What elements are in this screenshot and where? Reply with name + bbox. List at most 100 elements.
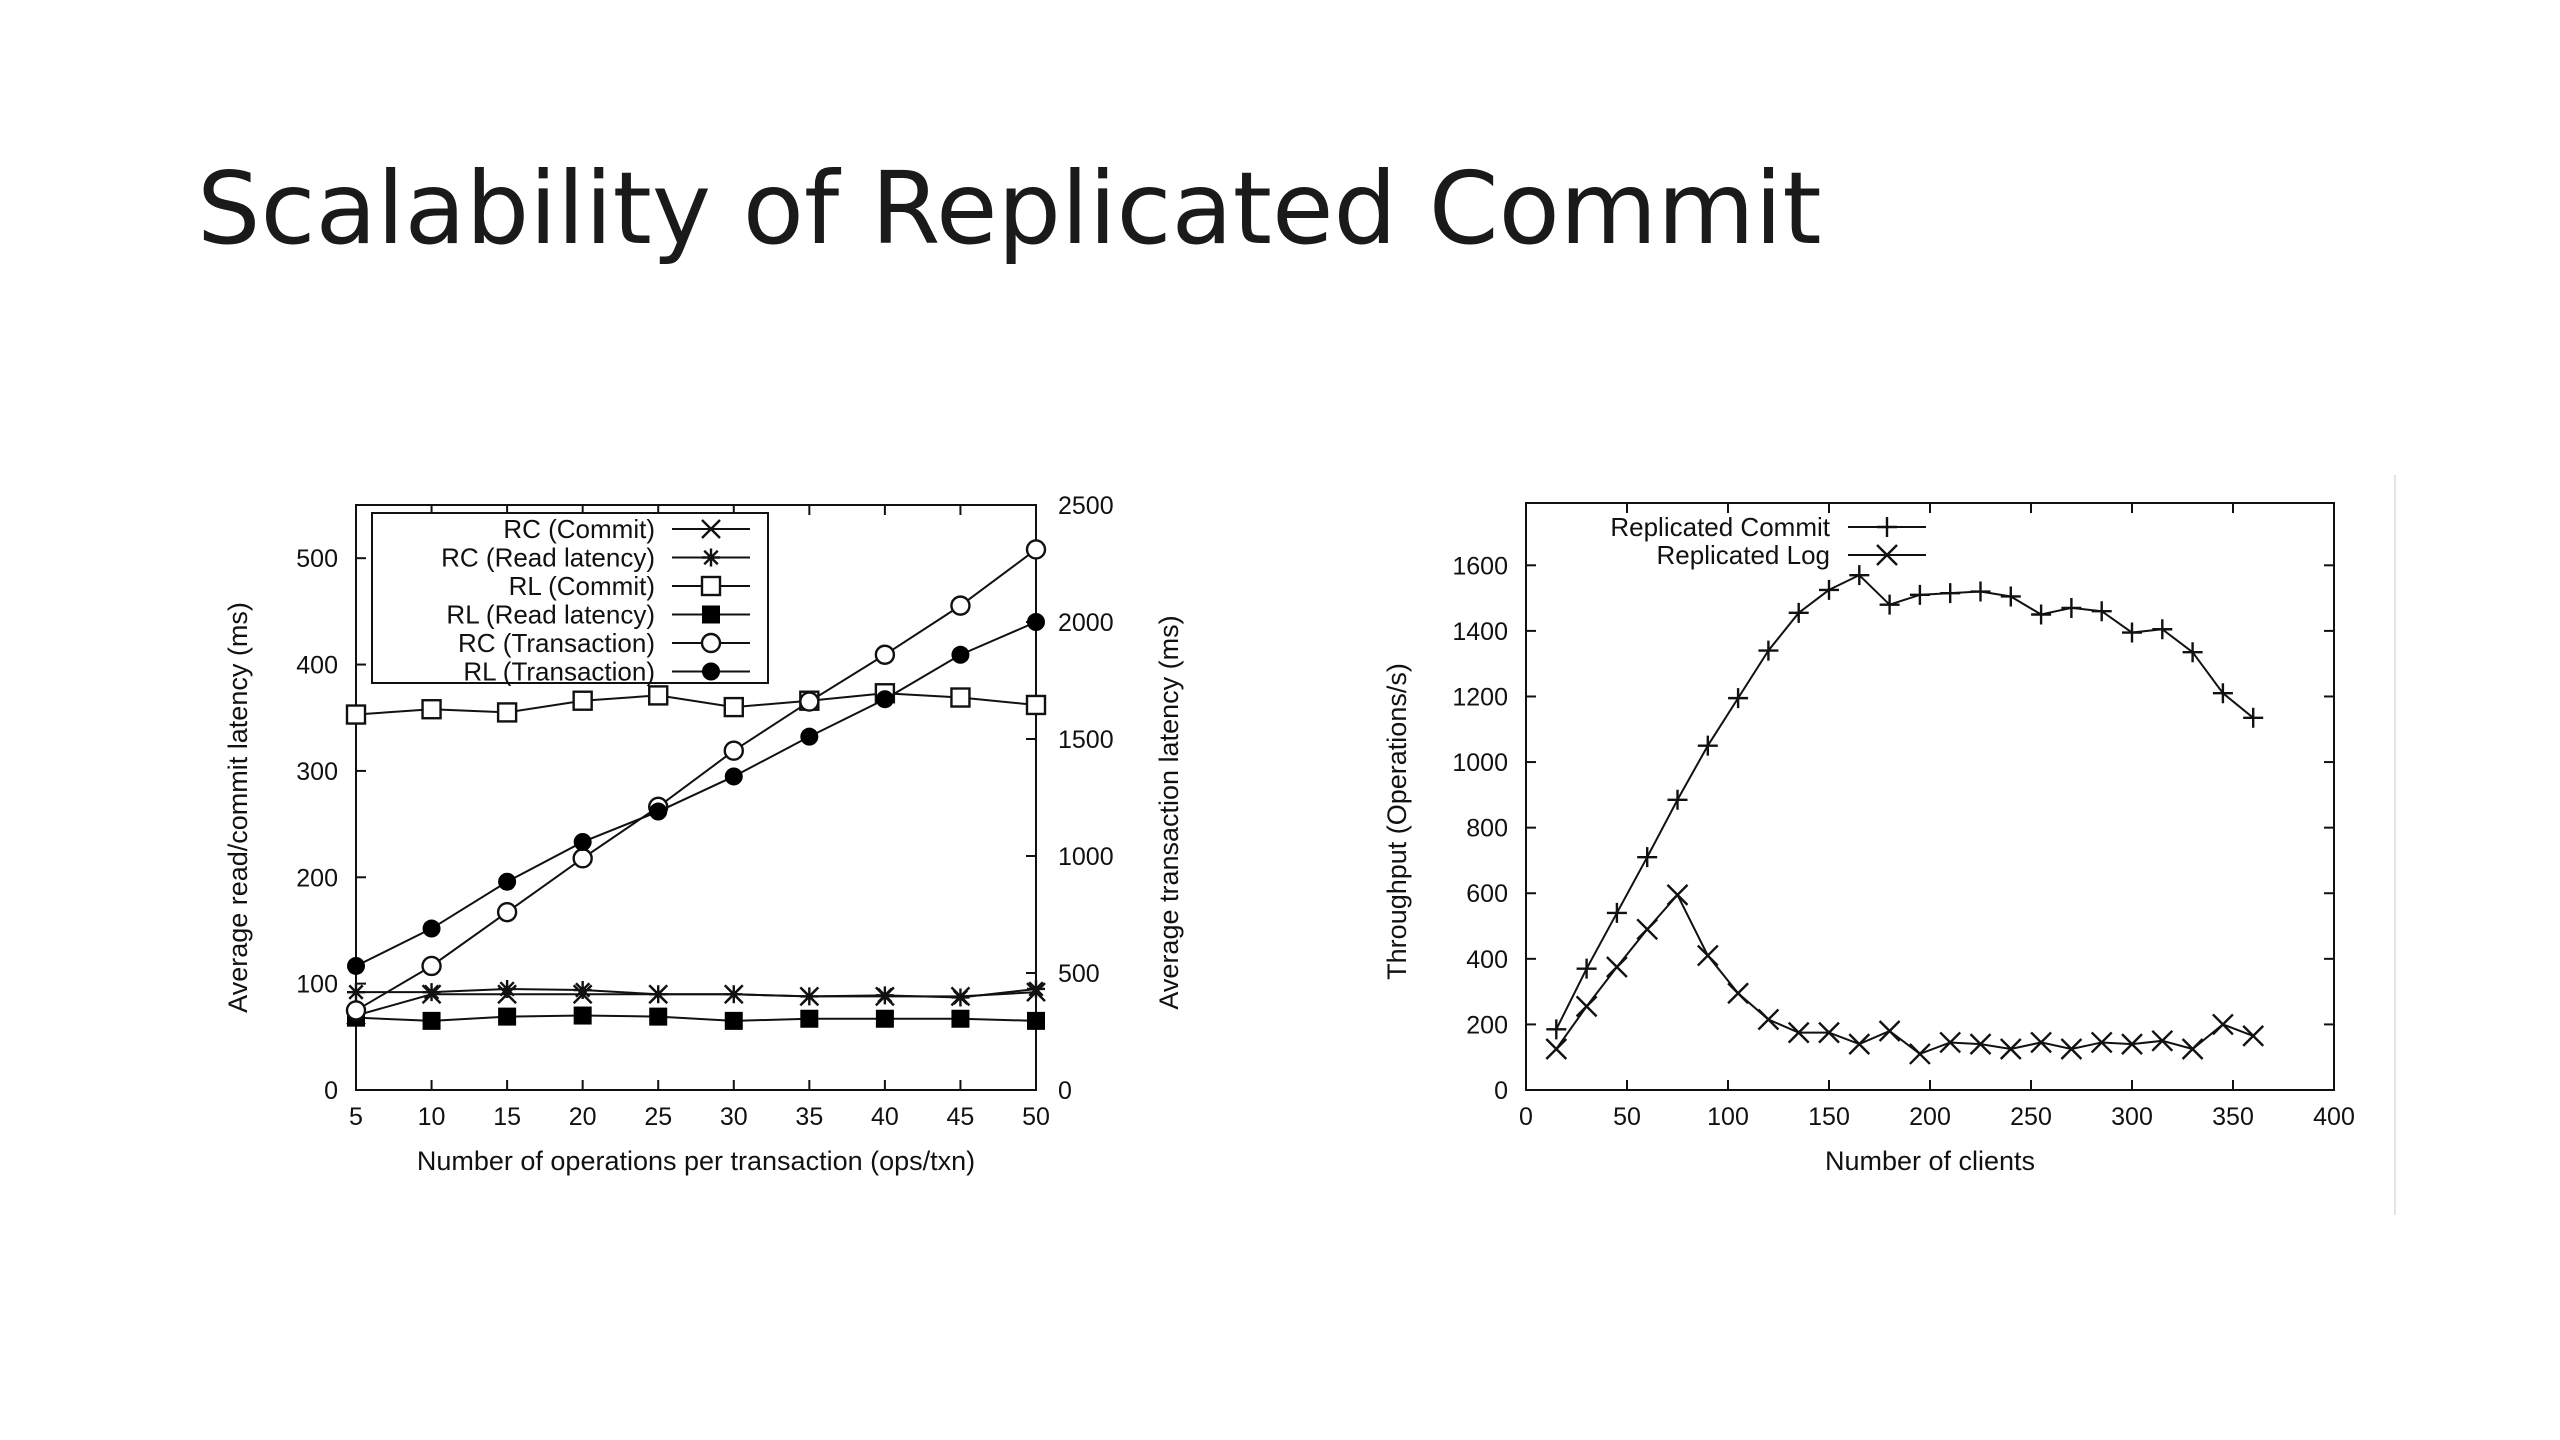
legend-label-rc-read-latency: RC (Read latency) (441, 543, 655, 573)
legend-label-rl-transaction: RL (Transaction) (463, 657, 655, 687)
legend-box (371, 512, 769, 684)
x-tick-label: 350 (2212, 1103, 2254, 1131)
legend-marker-rl-transaction (702, 662, 720, 681)
legend-marker-rl-read-latency (702, 605, 720, 624)
point-rl-read-latency (422, 1011, 441, 1030)
point-replicated-commit (1970, 581, 1991, 602)
point-replicated-log (1909, 1043, 1931, 1065)
point-rc-read-latency (573, 981, 592, 1000)
point-replicated-log (1787, 1021, 1810, 1044)
series-line-replicated-log (1555, 893, 2254, 1056)
y-tick-label: 200 (1466, 1011, 1508, 1039)
legend-marker-replicated-commit (1877, 517, 1897, 537)
y-tick-label: 1600 (1452, 552, 1508, 580)
x-tick-label: 150 (1808, 1103, 1850, 1131)
series-line-rl-transaction (355, 621, 1037, 967)
y-tick-label: 400 (1466, 946, 1508, 974)
y2-tick-label: 0 (1058, 1077, 1072, 1105)
legend-label-replicated-log: Replicated Log (1657, 540, 1830, 570)
point-rc-read-latency (422, 983, 441, 1002)
legend-marker-rc-read-latency (702, 548, 720, 567)
point-replicated-log (1848, 1033, 1871, 1055)
y-tick-label: 0 (324, 1077, 338, 1105)
legend-marker-replicated-log (1876, 544, 1898, 566)
point-rl-commit (950, 687, 971, 708)
point-rc-transaction (496, 901, 518, 923)
point-rl-commit (345, 704, 367, 725)
point-replicated-commit (2122, 622, 2142, 643)
legend-label-rc-transaction: RC (Transaction) (458, 628, 655, 658)
y-tick-label: 200 (296, 864, 338, 892)
point-rl-transaction (951, 645, 970, 664)
point-replicated-log (1696, 944, 1719, 967)
point-replicated-log (1727, 982, 1749, 1005)
point-rl-read-latency (951, 1009, 970, 1028)
series-line-rc-transaction (355, 548, 1037, 1012)
y-tick-label: 800 (1466, 815, 1508, 843)
point-rl-transaction (800, 727, 819, 746)
point-rl-transaction (347, 956, 365, 975)
legend-marker-rc-commit (701, 519, 721, 539)
point-rl-commit (648, 685, 669, 706)
legend-label-rl-commit: RL (Commit) (509, 571, 655, 601)
point-rc-transaction (345, 1000, 367, 1021)
point-rl-read-latency (649, 1007, 668, 1026)
point-replicated-commit (2091, 601, 2112, 622)
point-rc-read-latency (498, 979, 517, 998)
point-replicated-log (2151, 1029, 2174, 1052)
y2-tick-label: 1500 (1058, 726, 1114, 754)
point-replicated-log (1545, 1038, 1568, 1060)
point-replicated-log (2121, 1033, 2143, 1055)
point-rl-read-latency (1027, 1011, 1045, 1030)
point-rc-transaction (1025, 539, 1047, 560)
point-replicated-commit (1637, 847, 1658, 868)
point-rc-read-latency (875, 986, 894, 1005)
point-replicated-log (1939, 1031, 1962, 1054)
point-rc-read-latency (347, 983, 365, 1002)
point-rc-transaction (421, 955, 442, 977)
point-replicated-commit (1849, 565, 1870, 586)
point-replicated-commit (1788, 602, 1809, 623)
point-rl-commit (723, 696, 744, 718)
point-replicated-commit (1728, 688, 1749, 709)
point-replicated-commit (2212, 683, 2233, 704)
x-axis-label: Number of operations per transaction (op… (417, 1146, 975, 1176)
point-replicated-commit (1576, 958, 1597, 979)
point-replicated-log (2060, 1038, 2083, 1060)
point-replicated-commit (1940, 583, 1961, 604)
series-line-replicated-commit (1555, 573, 2254, 1030)
legend-label-rl-read-latency: RL (Read latency) (446, 600, 655, 630)
series-line-rl-read-latency (355, 1014, 1037, 1022)
point-rc-read-latency (649, 985, 668, 1004)
point-replicated-commit (1546, 1019, 1567, 1040)
slide-title: Scalability of Replicated Commit (197, 150, 1822, 267)
point-replicated-commit (1697, 735, 1718, 756)
point-replicated-commit (2182, 642, 2203, 663)
point-replicated-log (2030, 1031, 2052, 1054)
point-replicated-log (1999, 1038, 2022, 1060)
point-rc-read-latency (800, 987, 819, 1006)
x-tick-label: 250 (2010, 1103, 2052, 1131)
point-replicated-log (1606, 956, 1628, 978)
point-rl-transaction (649, 802, 668, 821)
point-replicated-commit (2061, 597, 2082, 618)
point-replicated-log (2242, 1025, 2265, 1047)
point-replicated-log (2181, 1038, 2204, 1060)
y2-tick-label: 2000 (1058, 609, 1114, 637)
y-tick-label: 1000 (1452, 749, 1508, 777)
point-rl-read-latency (875, 1009, 894, 1028)
point-replicated-log (1666, 884, 1689, 906)
legend-label-replicated-commit: Replicated Commit (1610, 512, 1830, 542)
point-rl-read-latency (498, 1007, 517, 1026)
point-rl-transaction (422, 919, 441, 938)
point-rl-transaction (573, 832, 592, 851)
legend-label-rc-commit: RC (Commit) (503, 514, 655, 544)
point-rl-transaction (498, 872, 517, 891)
x-tick-label: 200 (1909, 1103, 1951, 1131)
point-replicated-commit (1758, 640, 1779, 661)
point-rl-transaction (875, 690, 894, 709)
point-replicated-log (1878, 1020, 1901, 1042)
y-tick-label: 1400 (1452, 618, 1508, 646)
point-rl-transaction (1027, 613, 1045, 631)
